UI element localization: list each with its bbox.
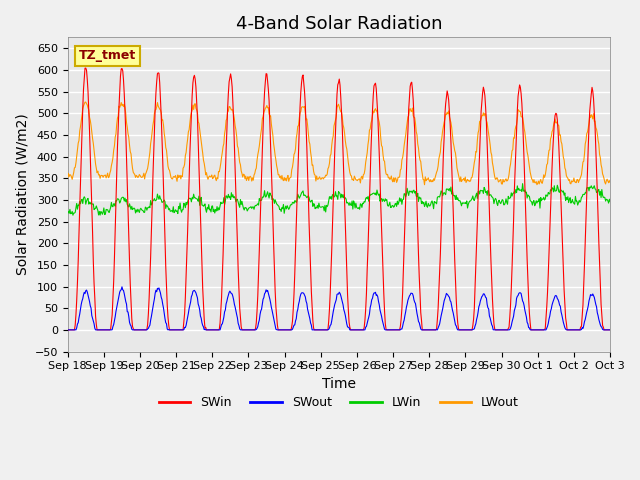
X-axis label: Time: Time (322, 377, 356, 391)
Legend: SWin, SWout, LWin, LWout: SWin, SWout, LWin, LWout (154, 391, 524, 414)
Text: TZ_tmet: TZ_tmet (79, 49, 136, 62)
Title: 4-Band Solar Radiation: 4-Band Solar Radiation (236, 15, 442, 33)
Y-axis label: Solar Radiation (W/m2): Solar Radiation (W/m2) (15, 114, 29, 276)
